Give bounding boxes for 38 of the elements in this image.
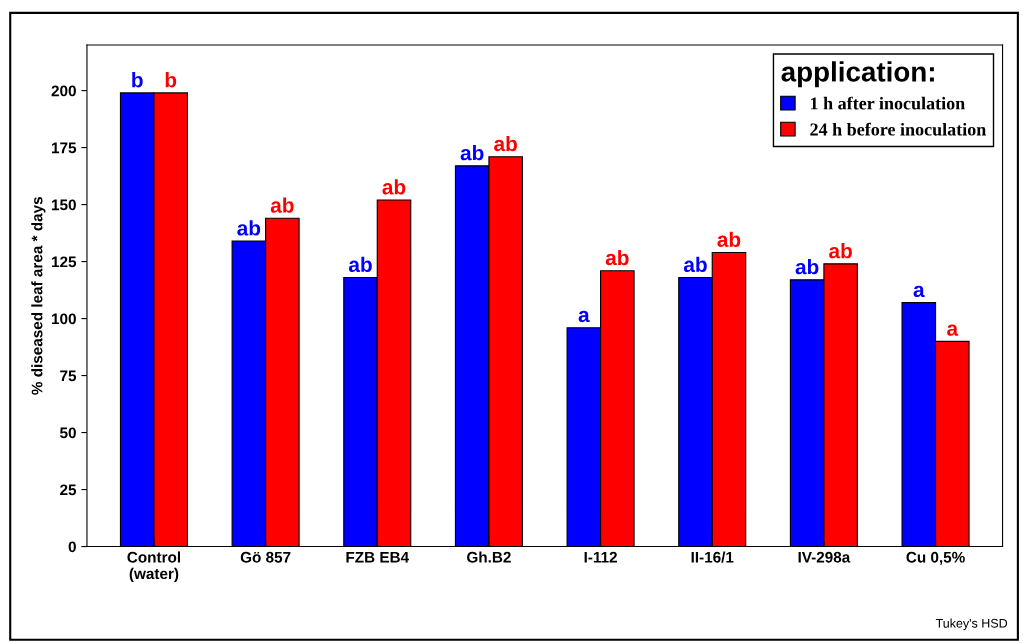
data-label: ab	[237, 220, 261, 236]
data-label: ab	[795, 259, 819, 275]
data-label: ab	[717, 231, 741, 247]
legend-label: 1 h after inoculation	[811, 96, 965, 110]
data-label: b	[165, 72, 177, 88]
data-label: ab	[348, 256, 372, 273]
x-tick-label: I-112	[584, 551, 617, 563]
data-label: ab	[683, 256, 707, 273]
x-tick-label: II-16/1	[691, 551, 734, 563]
data-label: a	[913, 285, 925, 298]
y-axis-title: % diseased leaf area * days	[31, 197, 46, 395]
x-tick-label: Gö 857	[240, 551, 291, 563]
data-label: ab	[494, 135, 517, 152]
y-tick-label: 200	[51, 85, 76, 97]
x-tick-label: Control (water)	[127, 551, 181, 583]
y-tick-label: 175	[52, 142, 77, 154]
y-tick-label: 0	[68, 541, 76, 553]
y-tick-label: 75	[60, 370, 77, 382]
x-tick-label: IV-298a	[798, 551, 851, 563]
y-tick-label: 125	[52, 256, 77, 268]
x-tick-label: Cu 0,5%	[906, 551, 965, 565]
y-tick-label: 150	[52, 199, 76, 211]
data-label: ab	[382, 179, 406, 195]
data-label: ab	[829, 243, 852, 259]
y-tick-label: 50	[60, 427, 76, 439]
x-tick-label: Gh.B2	[467, 551, 511, 563]
y-tick-label: 25	[60, 484, 77, 496]
data-label: ab	[605, 249, 629, 266]
data-label: b	[132, 72, 143, 88]
data-label: ab	[460, 145, 484, 161]
y-tick-label: 100	[52, 313, 76, 325]
data-label: a	[578, 310, 590, 323]
data-label: ab	[270, 197, 294, 213]
x-tick-label: FZB EB4	[346, 551, 410, 563]
legend-title: application:	[781, 61, 934, 88]
text: Tukey's HSD	[935, 618, 1008, 631]
legend-label: 24 h before inoculation	[810, 122, 987, 136]
data-label: a	[947, 324, 959, 336]
